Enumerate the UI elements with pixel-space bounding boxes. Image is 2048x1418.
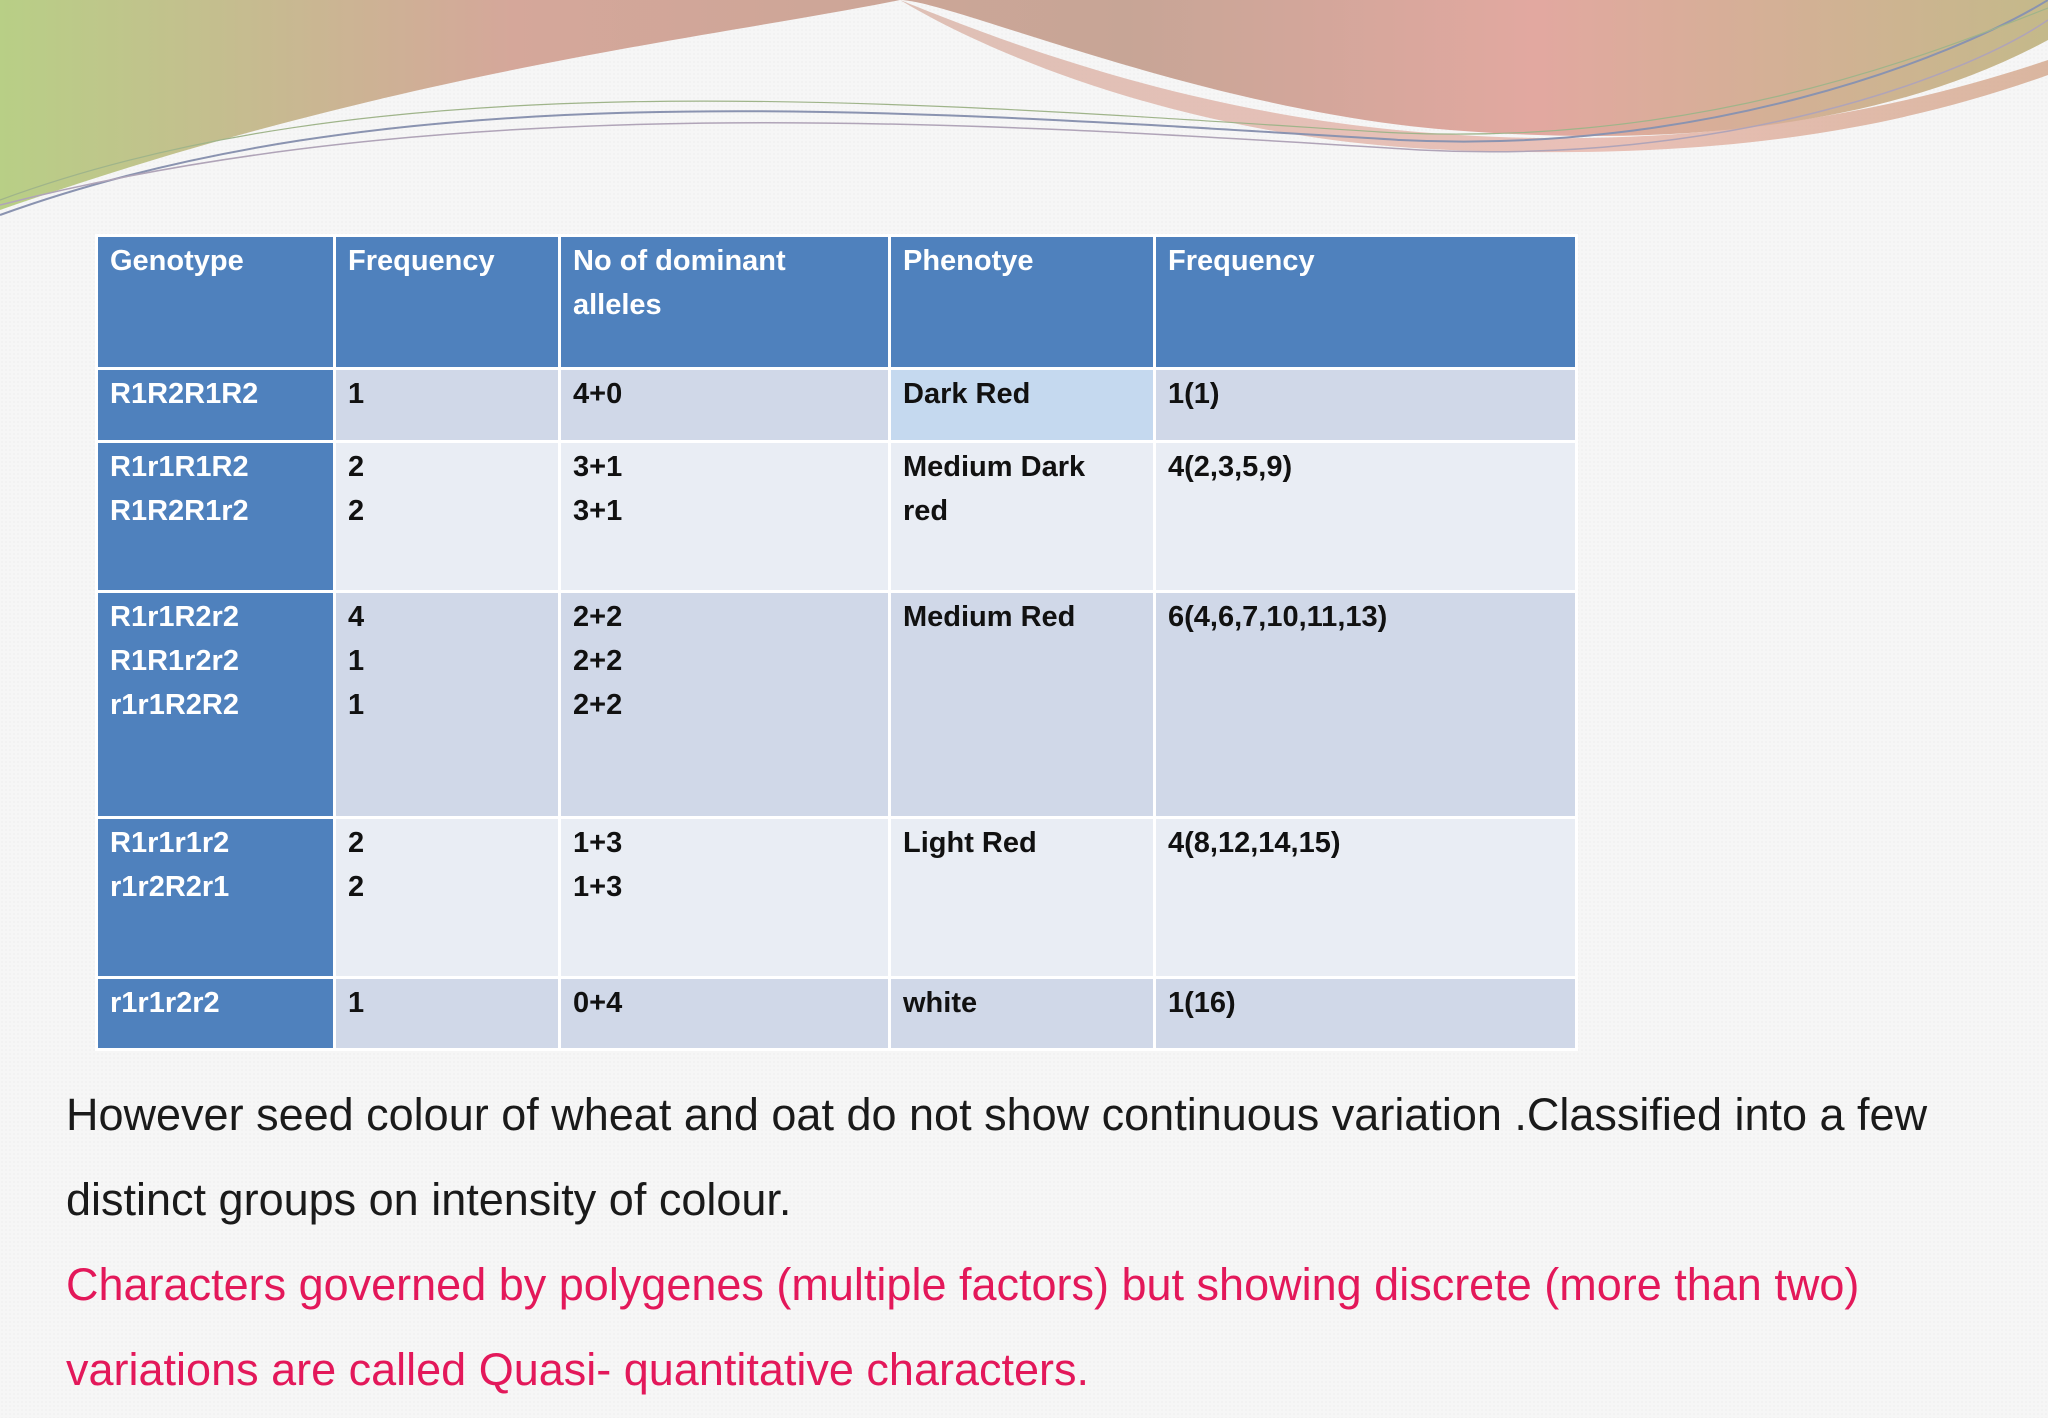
header-frequency: Frequency — [333, 234, 561, 370]
phenotype-frequency-cell: 1(1) — [1153, 367, 1578, 443]
frequency-cell: 1 — [333, 367, 561, 443]
phenotype-cell: Medium Red — [888, 590, 1156, 819]
table-row: R1r1r1r2 r1r2R2r1 2 2 1+3 1+3 Light Red … — [95, 816, 1578, 979]
frequency-cell: 2 2 — [333, 440, 561, 593]
alleles-cell: 3+1 3+1 — [558, 440, 891, 593]
header-phenotype-frequency: Frequency — [1153, 234, 1578, 370]
table-row: R1r1R1R2 R1R2R1r2 2 2 3+1 3+1 Medium Dar… — [95, 440, 1578, 593]
table-row: R1r1R2r2 R1R1r2r2 r1r1R2R2 4 1 1 2+2 2+2… — [95, 590, 1578, 819]
genotype-cell: R1R2R1R2 — [95, 367, 336, 443]
phenotype-frequency-cell: 4(2,3,5,9) — [1153, 440, 1578, 593]
phenotype-frequency-cell: 4(8,12,14,15) — [1153, 816, 1578, 979]
phenotype-cell: white — [888, 976, 1156, 1051]
frequency-cell: 2 2 — [333, 816, 561, 979]
phenotype-frequency-cell: 1(16) — [1153, 976, 1578, 1051]
phenotype-cell: Light Red — [888, 816, 1156, 979]
genotype-cell: R1r1R2r2 R1R1r2r2 r1r1R2R2 — [95, 590, 336, 819]
body-paragraph: However seed colour of wheat and oat do … — [66, 1089, 1928, 1225]
alleles-cell: 2+2 2+2 2+2 — [558, 590, 891, 819]
header-genotype: Genotype — [95, 234, 336, 370]
alleles-cell: 1+3 1+3 — [558, 816, 891, 979]
table-row: r1r1r2r2 1 0+4 white 1(16) — [95, 976, 1578, 1051]
phenotype-cell: Medium Dark red — [888, 440, 1156, 593]
alleles-cell: 4+0 — [558, 367, 891, 443]
genotype-table: Genotype Frequency No of dominant allele… — [95, 234, 1578, 1051]
table-row: R1R2R1R2 1 4+0 Dark Red 1(1) — [95, 367, 1578, 443]
frequency-cell: 4 1 1 — [333, 590, 561, 819]
frequency-cell: 1 — [333, 976, 561, 1051]
genotype-cell: R1r1R1R2 R1R2R1r2 — [95, 440, 336, 593]
phenotype-cell: Dark Red — [888, 367, 1156, 443]
decorative-header-wave — [0, 0, 2048, 216]
table-header-row: Genotype Frequency No of dominant allele… — [95, 234, 1578, 370]
genotype-cell: r1r1r2r2 — [95, 976, 336, 1051]
definition-paragraph: Characters governed by polygenes (multip… — [66, 1259, 1860, 1395]
alleles-cell: 0+4 — [558, 976, 891, 1051]
genotype-cell: R1r1r1r2 r1r2R2r1 — [95, 816, 336, 979]
header-phenotype: Phenotye — [888, 234, 1156, 370]
header-alleles-line1: No of dominant — [573, 245, 786, 277]
header-dominant-alleles: No of dominant alleles — [558, 234, 891, 370]
phenotype-frequency-cell: 6(4,6,7,10,11,13) — [1153, 590, 1578, 819]
